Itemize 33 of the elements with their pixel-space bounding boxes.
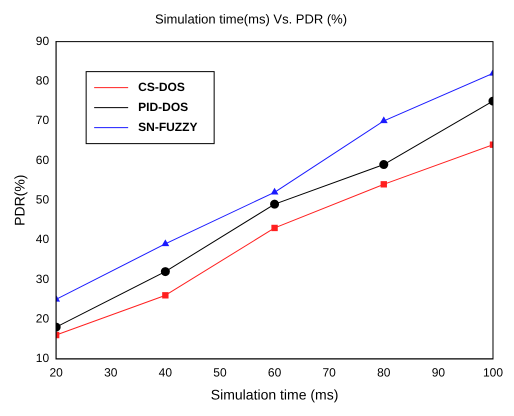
x-tick-label: 60 <box>268 365 282 380</box>
y-tick-label: 40 <box>36 232 50 246</box>
x-tick-label: 30 <box>104 365 118 380</box>
x-tick-label: 80 <box>377 365 391 380</box>
y-tick-label: 70 <box>36 113 50 128</box>
point <box>160 267 170 276</box>
y-tick-label: 20 <box>36 311 50 326</box>
point <box>270 188 278 195</box>
point <box>379 160 388 170</box>
y-tick-label: 90 <box>36 34 50 48</box>
legend-label: CS-DOS <box>138 80 185 94</box>
point <box>380 116 388 124</box>
point <box>162 292 169 299</box>
x-tick-label: 40 <box>158 365 172 380</box>
legend-label: SN-FUZZY <box>138 120 198 134</box>
legend-label: PID-DOS <box>138 100 188 114</box>
y-tick-label: 50 <box>36 192 50 207</box>
y-tick-label: 60 <box>36 152 50 167</box>
point <box>270 200 280 209</box>
y-tick-label: 80 <box>36 74 50 88</box>
y-tick-label: 10 <box>36 351 50 366</box>
y-axis-title: PDR(%) <box>11 174 28 226</box>
y-tick-label: 30 <box>36 272 50 286</box>
x-tick-label: 90 <box>432 365 446 380</box>
point <box>380 181 387 188</box>
chart-title: Simulation time(ms) Vs. PDR (%) <box>154 11 348 26</box>
x-tick-label: 100 <box>482 365 504 380</box>
point <box>161 239 170 246</box>
x-axis-title: Simulation time (ms) <box>210 386 338 402</box>
x-tick-label: 50 <box>213 365 227 380</box>
point <box>271 224 278 232</box>
x-tick-label: 70 <box>322 365 336 380</box>
x-tick-label: 20 <box>49 365 64 380</box>
